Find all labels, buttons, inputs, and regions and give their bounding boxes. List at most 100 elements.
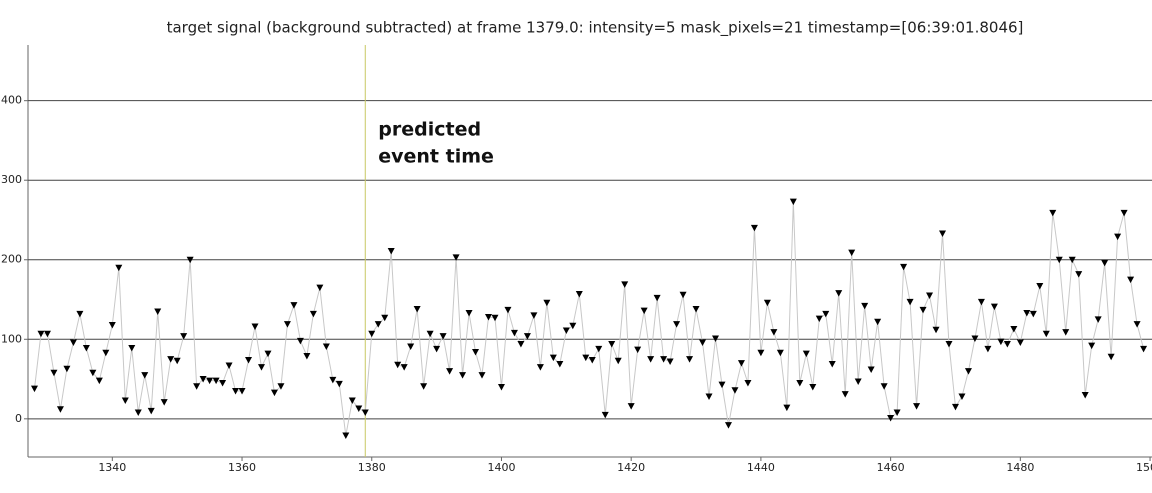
marker [861, 302, 869, 310]
marker [134, 409, 142, 416]
marker [309, 310, 317, 318]
marker [335, 380, 343, 388]
marker [543, 299, 551, 307]
marker [206, 377, 214, 385]
marker [121, 397, 129, 405]
y-tick-label: 400 [1, 94, 22, 107]
marker [971, 335, 979, 342]
marker [848, 249, 856, 257]
marker [387, 248, 395, 255]
marker [562, 327, 570, 335]
marker [283, 321, 291, 328]
marker [750, 224, 758, 232]
marker [407, 343, 415, 350]
marker [69, 339, 77, 346]
marker [446, 368, 454, 375]
marker [433, 345, 441, 353]
marker [906, 298, 914, 306]
marker [789, 198, 797, 206]
marker [154, 308, 162, 315]
marker [348, 397, 356, 405]
marker [316, 284, 324, 292]
marker [647, 356, 655, 363]
marker [588, 356, 596, 364]
annotation-text: event time [378, 146, 494, 168]
marker [128, 345, 136, 352]
marker [1010, 325, 1018, 333]
marker [296, 337, 304, 345]
marker [225, 362, 233, 370]
marker [627, 403, 635, 410]
marker [368, 330, 376, 338]
marker [997, 338, 1005, 346]
marker [990, 303, 998, 311]
marker [796, 380, 804, 387]
marker [945, 341, 953, 348]
marker [621, 281, 629, 288]
marker [1127, 276, 1135, 284]
marker [951, 403, 959, 411]
marker [76, 310, 84, 318]
marker [660, 356, 668, 363]
marker [809, 384, 817, 391]
marker [874, 318, 882, 326]
marker [776, 349, 784, 357]
marker [666, 358, 674, 366]
marker [394, 361, 402, 369]
marker [731, 387, 739, 394]
marker [459, 372, 467, 379]
annotation-text: predicted [378, 119, 481, 141]
marker [595, 345, 603, 353]
marker [439, 333, 447, 340]
marker [160, 399, 168, 406]
marker [413, 306, 421, 313]
marker [1107, 353, 1115, 361]
marker [640, 307, 648, 315]
marker [1088, 342, 1096, 350]
marker [530, 312, 538, 319]
marker [1036, 282, 1044, 290]
marker [63, 365, 71, 373]
marker [238, 387, 246, 395]
marker [329, 376, 337, 384]
marker [180, 333, 188, 340]
marker [491, 314, 499, 322]
marker [939, 230, 947, 238]
marker [322, 343, 330, 350]
marker [400, 364, 408, 371]
marker [653, 294, 661, 302]
marker [802, 350, 810, 358]
marker [1094, 316, 1102, 323]
marker [679, 291, 687, 299]
marker [465, 310, 473, 317]
marker [102, 349, 110, 357]
marker [854, 378, 862, 385]
marker [582, 354, 590, 362]
marker [193, 383, 201, 390]
marker [43, 330, 51, 338]
marker [108, 321, 116, 329]
marker [699, 339, 707, 346]
marker [536, 364, 544, 371]
marker [744, 380, 752, 387]
marker [712, 335, 720, 342]
marker [270, 389, 278, 397]
marker [1081, 391, 1089, 399]
marker [251, 323, 259, 331]
marker [964, 368, 972, 375]
marker [1075, 271, 1083, 278]
x-tick-label: 1360 [228, 461, 256, 474]
marker [381, 314, 389, 322]
marker [828, 360, 836, 368]
marker [186, 256, 194, 264]
marker [355, 405, 363, 412]
marker [1133, 321, 1141, 328]
marker [232, 387, 240, 395]
marker [724, 422, 732, 429]
marker [977, 298, 985, 306]
marker [900, 263, 908, 271]
marker [783, 404, 791, 412]
marker [426, 330, 434, 338]
y-tick-label: 200 [1, 253, 22, 266]
marker [673, 321, 681, 328]
